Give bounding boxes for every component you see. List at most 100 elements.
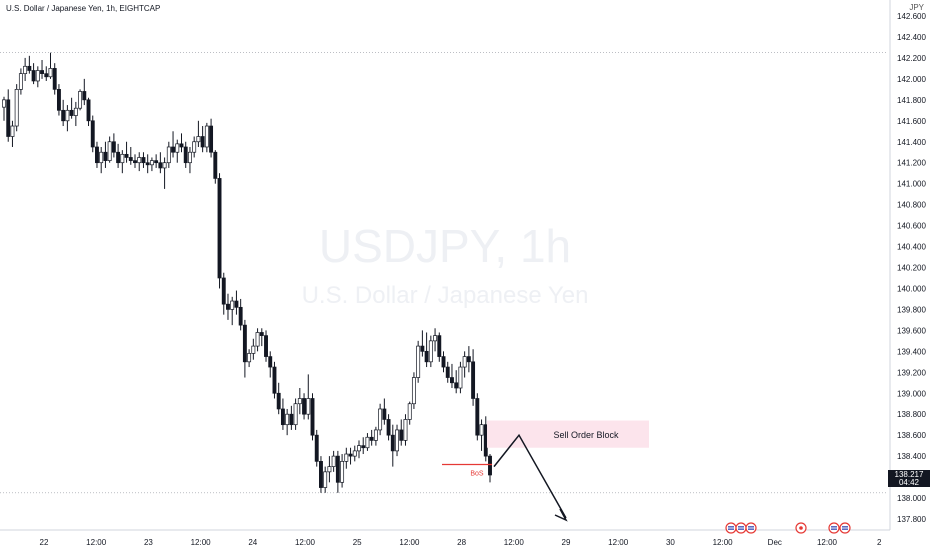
candle-body bbox=[183, 146, 188, 164]
candle-body bbox=[103, 151, 108, 161]
sell-order-block-label: Sell Order Block bbox=[553, 430, 619, 440]
candle-body bbox=[158, 162, 163, 169]
candle-body bbox=[251, 345, 256, 354]
price-tick-label: 138.400 bbox=[897, 452, 926, 461]
candle-body bbox=[145, 162, 150, 166]
price-tick-label: 140.000 bbox=[897, 284, 926, 293]
time-tick-label: 22 bbox=[40, 538, 49, 547]
price-tick-label: 139.800 bbox=[897, 305, 926, 314]
candle-body bbox=[293, 403, 298, 426]
candle-body bbox=[462, 356, 467, 368]
candle-body bbox=[120, 153, 125, 164]
price-tick-label: 138.000 bbox=[897, 494, 926, 503]
price-tick-label: 139.000 bbox=[897, 389, 926, 398]
candle-body bbox=[10, 125, 15, 137]
candle-body bbox=[416, 345, 421, 378]
time-axis[interactable]: 22 12:00 23 12:00 24 12:00 25 12:00 28 12:00 29 12:… bbox=[0, 529, 890, 547]
price-tick-label: 141.200 bbox=[897, 159, 926, 168]
candle-body bbox=[230, 300, 235, 310]
candle-body bbox=[82, 91, 87, 101]
candle-body bbox=[302, 398, 307, 415]
candle-body bbox=[331, 455, 336, 467]
candle-body bbox=[86, 99, 91, 122]
time-tick-label: 12:00 bbox=[817, 538, 838, 547]
candle-body bbox=[213, 151, 218, 179]
candle-body bbox=[78, 91, 83, 109]
candle-body bbox=[306, 398, 311, 415]
candle-body bbox=[238, 306, 243, 326]
price-tick-label: 141.000 bbox=[897, 180, 926, 189]
candle-body bbox=[466, 356, 471, 363]
economic-event-marker[interactable] bbox=[795, 522, 807, 534]
candle-body bbox=[454, 382, 459, 389]
bar-countdown: 04:42 bbox=[898, 478, 920, 488]
candle-body bbox=[44, 73, 49, 78]
candle-body bbox=[458, 366, 463, 389]
time-tick-label: 30 bbox=[666, 538, 675, 547]
time-tick-label: 23 bbox=[144, 538, 153, 547]
price-axis[interactable]: 142.600 142.400 142.200 142.000 141.800 141.6… bbox=[889, 0, 926, 530]
price-tick-label: 142.000 bbox=[897, 75, 926, 84]
last-price-tag: 138.217 04:42 bbox=[888, 470, 930, 488]
time-tick-label: 12:00 bbox=[608, 538, 629, 547]
candle-body bbox=[289, 413, 294, 426]
candle-body bbox=[259, 332, 264, 336]
watermark-symbol: USDJPY, 1h bbox=[319, 220, 571, 272]
candle-body bbox=[116, 151, 121, 164]
candle-body bbox=[352, 450, 357, 457]
candle-body bbox=[111, 141, 116, 153]
candle-body bbox=[61, 109, 66, 122]
price-tick-label: 142.200 bbox=[897, 54, 926, 63]
candle-body bbox=[166, 146, 171, 164]
economic-event-flag-icon[interactable] bbox=[735, 522, 747, 534]
candle-body bbox=[395, 429, 399, 452]
candle-body bbox=[234, 300, 239, 308]
candle-body bbox=[382, 408, 387, 420]
price-tick-label: 138.800 bbox=[897, 410, 926, 419]
candle-body bbox=[407, 403, 412, 420]
economic-event-flag-icon[interactable] bbox=[828, 522, 840, 534]
candle-body bbox=[390, 434, 395, 452]
candle-body bbox=[175, 143, 180, 153]
candle-body bbox=[403, 419, 408, 441]
candle-body bbox=[344, 453, 349, 462]
economic-event-flag-icon[interactable] bbox=[745, 522, 757, 534]
annotations: Sell Order Block BoS bbox=[442, 420, 649, 522]
candle-body bbox=[272, 366, 277, 394]
time-tick-label: 28 bbox=[457, 538, 466, 547]
candle-body bbox=[65, 109, 70, 122]
candle-body bbox=[340, 461, 345, 483]
candle-body bbox=[365, 436, 370, 449]
candle-body bbox=[361, 445, 366, 449]
candle-body bbox=[6, 99, 11, 137]
candle-body bbox=[357, 445, 361, 452]
candle-body bbox=[378, 408, 383, 431]
candle-body bbox=[226, 303, 230, 310]
economic-event-flag-icon[interactable] bbox=[839, 522, 851, 534]
price-tick-label: 142.400 bbox=[897, 33, 926, 42]
candle-body bbox=[217, 178, 222, 279]
candle-body bbox=[128, 157, 133, 161]
candle-body bbox=[471, 361, 476, 399]
symbol-title: U.S. Dollar / Japanese Yen, 1h, EIGHTCAP bbox=[6, 4, 161, 13]
candle-body bbox=[475, 398, 480, 436]
candle-body bbox=[369, 436, 374, 441]
candle-body bbox=[14, 89, 19, 127]
candle-body bbox=[27, 65, 32, 71]
watermark-name: U.S. Dollar / Japanese Yen bbox=[302, 282, 589, 309]
time-tick-label: Dec bbox=[768, 538, 782, 547]
economic-event-flag-icon[interactable] bbox=[725, 522, 737, 534]
candle-body bbox=[154, 160, 159, 164]
candle-body bbox=[18, 73, 23, 90]
candle-body bbox=[149, 160, 154, 166]
economic-events[interactable] bbox=[725, 522, 851, 534]
price-tick-label: 139.200 bbox=[897, 368, 926, 377]
price-tick-label: 140.800 bbox=[897, 201, 926, 210]
candle-body bbox=[327, 466, 332, 473]
time-tick-label: 12:00 bbox=[399, 538, 420, 547]
price-tick-label: 140.400 bbox=[897, 243, 926, 252]
candle-body bbox=[314, 434, 319, 462]
time-tick-label: 12:00 bbox=[504, 538, 525, 547]
